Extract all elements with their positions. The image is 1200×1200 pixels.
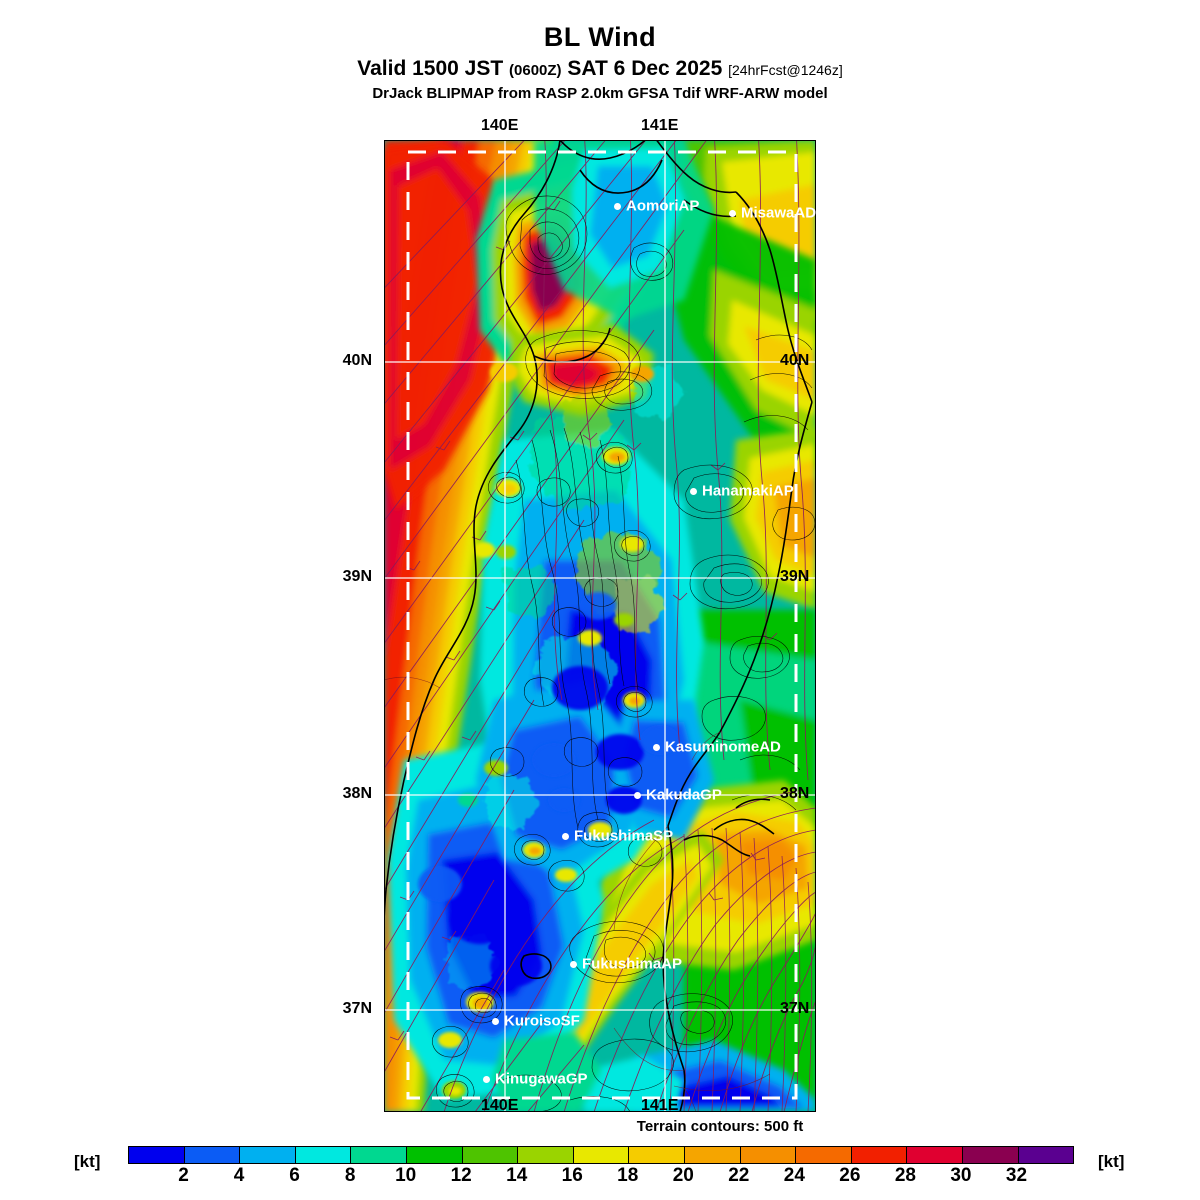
valid-time-utc: (0600Z) [509, 62, 562, 79]
colorbar-swatch-6 [462, 1147, 519, 1163]
colorbar-swatch-11 [740, 1147, 797, 1163]
station-dot-icon [570, 960, 577, 968]
colorbar[interactable] [128, 1146, 1074, 1164]
lat-tick-39N-right: 39N [780, 568, 810, 585]
lat-tick-40N-left: 40N [342, 352, 372, 369]
colorbar-tick-32: 32 [1005, 1165, 1028, 1186]
colorbar-swatch-13 [851, 1147, 908, 1163]
station-label: AomoriAP [626, 197, 700, 215]
lat-tick-40N-right: 40N [780, 352, 810, 369]
station-label: MisawaAD [741, 204, 817, 222]
station-label: FukushimaSP [574, 827, 674, 845]
station-kuroisosf[interactable]: KuroisoSF [492, 1013, 580, 1029]
colorbar-tick-2: 2 [178, 1165, 189, 1186]
lon-tick-140E-bottom: 140E [481, 1097, 519, 1114]
station-dot-icon [492, 1017, 499, 1025]
valid-date: SAT 6 Dec 2025 [567, 57, 723, 80]
colorbar-swatch-0 [129, 1147, 185, 1163]
valid-time-prefix: Valid 1500 JST [357, 57, 504, 80]
lat-tick-37N-left: 37N [342, 1000, 372, 1017]
colorbar-tick-30: 30 [950, 1165, 972, 1186]
station-dot-icon [653, 743, 660, 751]
station-kakudagp[interactable]: KakudaGP [634, 787, 722, 803]
colorbar-swatch-15 [962, 1147, 1019, 1163]
station-hanamakiap[interactable]: HanamakiAP [690, 483, 794, 499]
colorbar-tick-4: 4 [233, 1165, 245, 1186]
colorbar-swatch-8 [573, 1147, 630, 1163]
colorbar-tick-6: 6 [289, 1165, 300, 1186]
valid-time-line: Valid 1500 JST (0600Z) SAT 6 Dec 2025 [2… [0, 57, 1200, 81]
station-misawaad[interactable]: MisawaAD [729, 205, 816, 221]
station-dot-icon [634, 791, 641, 799]
colorbar-swatch-3 [295, 1147, 352, 1163]
colorbar-swatch-12 [796, 1147, 852, 1163]
lat-tick-39N-left: 39N [342, 568, 372, 585]
station-label: KuroisoSF [504, 1012, 580, 1030]
colorbar-swatch-1 [184, 1147, 241, 1163]
colorbar-tick-24: 24 [783, 1165, 805, 1186]
colorbar-swatch-9 [629, 1147, 685, 1163]
colorbar-swatch-10 [684, 1147, 741, 1163]
colorbar-swatch-2 [240, 1147, 296, 1163]
colorbar-tick-14: 14 [506, 1165, 528, 1186]
lon-tick-140E-top: 140E [481, 117, 519, 134]
station-dot-icon [690, 487, 697, 495]
forecast-tag: [24hrFcst@1246z] [728, 62, 843, 78]
colorbar-swatch-5 [406, 1147, 463, 1163]
colorbar-unit-left: [kt] [74, 1152, 101, 1171]
lon-tick-141E-top: 141E [641, 117, 679, 134]
station-label: FukushimaAP [582, 955, 683, 973]
station-kasuminomead[interactable]: KasuminomeAD [653, 739, 781, 755]
station-kinugawagp[interactable]: KinugawaGP [483, 1071, 588, 1087]
colorbar-tick-20: 20 [672, 1165, 694, 1186]
colorbar-tick-28: 28 [894, 1165, 916, 1186]
colorbar-tick-16: 16 [561, 1165, 583, 1186]
lat-tick-37N-right: 37N [780, 1000, 810, 1017]
station-fukushimaap[interactable]: FukushimaAP [570, 956, 682, 972]
colorbar-tick-12: 12 [450, 1165, 472, 1186]
station-label: HanamakiAP [702, 482, 794, 500]
colorbar-unit-right: [kt] [1098, 1152, 1125, 1171]
wind-map[interactable] [384, 140, 816, 1112]
colorbar-tick-22: 22 [728, 1165, 750, 1186]
colorbar-tick-10: 10 [395, 1165, 417, 1186]
station-label: KakudaGP [646, 786, 722, 804]
colorbar-tick-18: 18 [617, 1165, 639, 1186]
page-title: BL Wind [543, 22, 657, 52]
station-label: KinugawaGP [495, 1070, 588, 1088]
colorbar-swatch-16 [1018, 1147, 1074, 1163]
colorbar-swatch-7 [518, 1147, 574, 1163]
station-label: KasuminomeAD [665, 738, 781, 756]
colorbar-ticks: 2 4 6 8 10 12 14 16 18 20 22 24 26 28 30 32 [128, 1166, 1072, 1194]
lon-tick-141E-bottom: 141E [641, 1097, 679, 1114]
station-dot-icon [729, 209, 736, 217]
station-aomoriap[interactable]: AomoriAP [614, 198, 699, 214]
lat-tick-38N-left: 38N [342, 785, 372, 802]
colorbar-swatch-14 [907, 1147, 963, 1163]
station-fukushimasp[interactable]: FukushimaSP [562, 828, 673, 844]
station-dot-icon [614, 202, 621, 210]
model-source-line: DrJack BLIPMAP from RASP 2.0km GFSA Tdif… [372, 85, 828, 102]
station-dot-icon [562, 832, 569, 840]
lat-tick-38N-right: 38N [780, 785, 810, 802]
colorbar-tick-26: 26 [839, 1165, 861, 1186]
station-dot-icon [483, 1075, 490, 1083]
colorbar-tick-8: 8 [344, 1165, 356, 1186]
terrain-contour-note: Terrain contours: 500 ft [636, 1118, 804, 1135]
wind-field-svg [384, 140, 816, 1112]
colorbar-swatch-4 [351, 1147, 407, 1163]
